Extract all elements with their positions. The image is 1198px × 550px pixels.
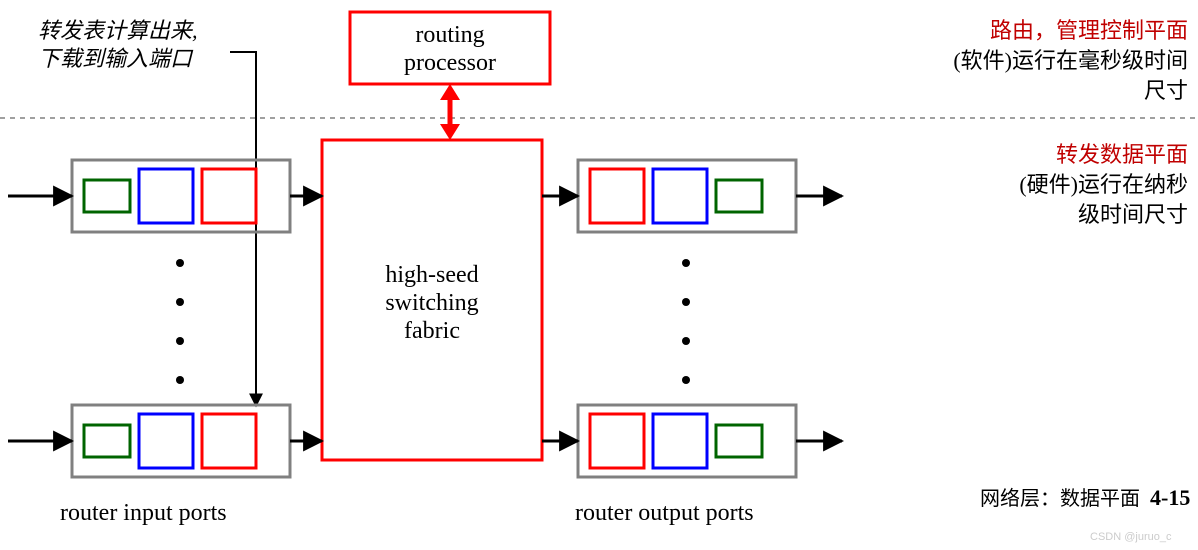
fabric-label: fabric bbox=[404, 318, 460, 344]
annotation-left: 转发表计算出来, bbox=[38, 18, 198, 43]
port-stage-box bbox=[653, 414, 707, 468]
footer-chapter: 网络层：数据平面 bbox=[980, 487, 1140, 510]
routing-processor-label: routing bbox=[415, 22, 484, 48]
download-arrow bbox=[230, 52, 256, 406]
port-stage-box bbox=[139, 169, 193, 223]
router-architecture-diagram: routingprocessor high-seedswitchingfabric… bbox=[0, 0, 1198, 550]
port-stage-box bbox=[716, 425, 762, 457]
arrowhead-up-icon bbox=[440, 84, 460, 100]
vdots-icon bbox=[682, 298, 690, 306]
vdots-icon bbox=[176, 298, 184, 306]
port-stage-box bbox=[84, 425, 130, 457]
annotation-control-plane-body: (软件)运行在毫秒级时间 bbox=[953, 48, 1188, 73]
port-stage-box bbox=[202, 414, 256, 468]
vdots-icon bbox=[682, 259, 690, 267]
port-stage-box bbox=[590, 169, 644, 223]
port-stage-box bbox=[590, 414, 644, 468]
vdots-icon bbox=[682, 337, 690, 345]
fabric-label: high-seed bbox=[385, 262, 478, 288]
output-ports-label: router output ports bbox=[575, 500, 754, 526]
footer-page: 4-15 bbox=[1150, 485, 1190, 510]
port-stage-box bbox=[653, 169, 707, 223]
annotation-left: 下载到输入端口 bbox=[38, 46, 194, 71]
port-stage-box bbox=[202, 169, 256, 223]
annotation-control-plane-title: 路由，管理控制平面 bbox=[990, 18, 1188, 43]
port-stage-box bbox=[139, 414, 193, 468]
vdots-icon bbox=[176, 259, 184, 267]
vdots-icon bbox=[176, 376, 184, 384]
vdots-icon bbox=[682, 376, 690, 384]
annotation-control-plane-body: 尺寸 bbox=[1144, 78, 1188, 103]
watermark: CSDN @juruo_c bbox=[1090, 531, 1172, 543]
port-stage-box bbox=[84, 180, 130, 212]
annotation-data-plane-title: 转发数据平面 bbox=[1056, 142, 1188, 167]
vdots-icon bbox=[176, 337, 184, 345]
annotation-data-plane-body: 级时间尺寸 bbox=[1078, 202, 1188, 227]
port-stage-box bbox=[716, 180, 762, 212]
annotation-data-plane-body: (硬件)运行在纳秒 bbox=[1019, 172, 1188, 197]
arrowhead-down-icon bbox=[440, 124, 460, 140]
input-ports-label: router input ports bbox=[60, 500, 227, 526]
routing-processor-label: processor bbox=[404, 50, 496, 76]
fabric-label: switching bbox=[385, 290, 478, 316]
